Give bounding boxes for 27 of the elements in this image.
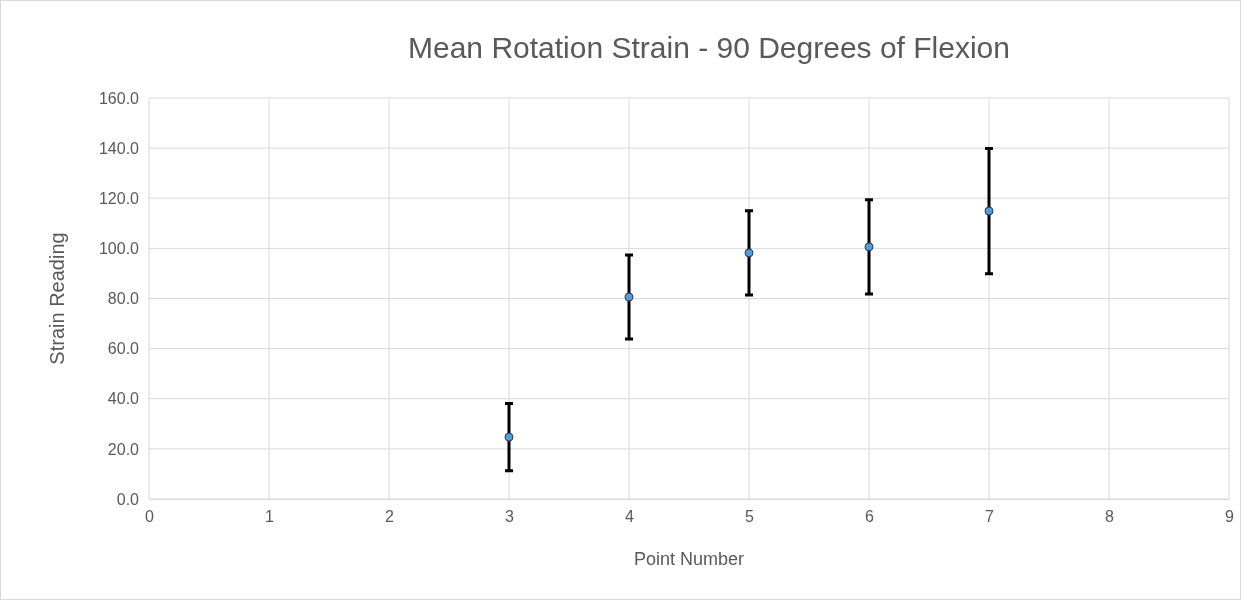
point [984, 206, 994, 216]
y-axis-title: Strain Reading [46, 232, 68, 365]
y-tick-label: 60.0 [107, 340, 140, 358]
x-tick-label: 7 [985, 508, 995, 526]
point [624, 292, 634, 302]
y-tick-label: 120.0 [98, 189, 140, 207]
x-tick-label: 2 [385, 508, 395, 526]
point [864, 242, 874, 252]
x-tick-label: 4 [625, 508, 635, 526]
x-tick-label: 0 [145, 508, 155, 526]
y-tick-label: 160.0 [98, 89, 140, 107]
x-tick-label: 5 [745, 508, 755, 526]
chart-title: Mean Rotation Strain - 90 Degrees of Flexion [408, 31, 1010, 64]
y-tick-label: 0.0 [116, 490, 140, 508]
y-tick-label: 80.0 [107, 290, 140, 308]
y-tick-label: 100.0 [98, 239, 140, 257]
x-tick-label: 3 [505, 508, 515, 526]
x-tick-label: 8 [1105, 508, 1115, 526]
y-tick-label: 140.0 [98, 139, 140, 157]
x-tick-label: 9 [1225, 508, 1235, 526]
x-tick-label: 1 [265, 508, 275, 526]
point [504, 432, 514, 442]
x-axis-title: Point Number [633, 549, 745, 569]
y-tick-label: 20.0 [107, 440, 140, 458]
x-tick-label: 6 [865, 508, 875, 526]
y-tick-label: 40.0 [107, 390, 140, 408]
point [744, 248, 754, 258]
